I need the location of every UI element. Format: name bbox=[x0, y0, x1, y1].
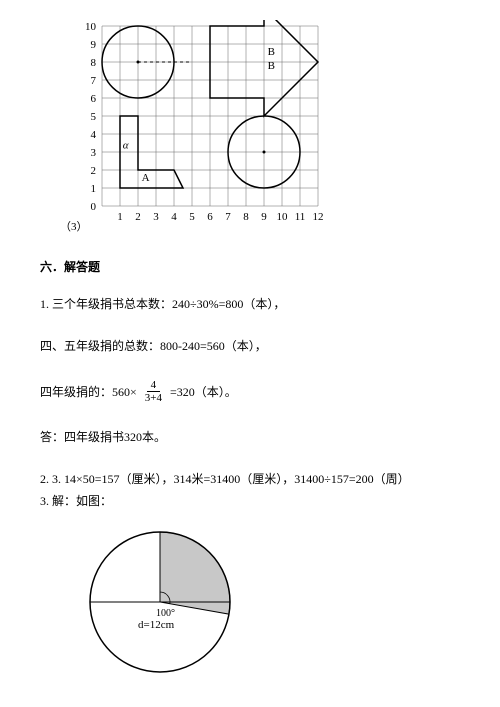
fraction: 4 3+4 bbox=[143, 379, 164, 404]
svg-text:5: 5 bbox=[189, 211, 195, 223]
paragraph-6: 3. 解：如图： bbox=[40, 492, 460, 510]
svg-text:10: 10 bbox=[85, 21, 97, 33]
grid-svg: 012345678910123456789101112ABBα bbox=[80, 20, 340, 230]
svg-text:1: 1 bbox=[117, 211, 123, 223]
svg-text:11: 11 bbox=[295, 211, 306, 223]
p3-pre: 四年级捐的：560× bbox=[40, 383, 137, 400]
svg-text:B: B bbox=[268, 46, 275, 58]
svg-text:9: 9 bbox=[91, 39, 97, 51]
svg-text:12: 12 bbox=[313, 211, 324, 223]
svg-text:7: 7 bbox=[91, 75, 97, 87]
svg-text:B: B bbox=[268, 60, 275, 72]
svg-text:α: α bbox=[123, 139, 129, 151]
svg-text:1: 1 bbox=[91, 183, 97, 195]
svg-text:100°: 100° bbox=[156, 608, 175, 619]
paragraph-4: 答：四年级捐书320本。 bbox=[40, 428, 460, 446]
circle-svg: 100°d=12cm bbox=[80, 522, 250, 687]
svg-text:3: 3 bbox=[91, 147, 97, 159]
fraction-denominator: 3+4 bbox=[143, 392, 164, 404]
svg-text:0: 0 bbox=[91, 201, 97, 213]
svg-text:7: 7 bbox=[225, 211, 231, 223]
paragraph-1: 1. 三个年级捐书总本数：240÷30%=800（本）， bbox=[40, 295, 460, 313]
svg-text:A: A bbox=[142, 172, 150, 184]
paragraph-3: 四年级捐的：560× 4 3+4 =320（本）。 bbox=[40, 379, 460, 404]
fraction-numerator: 4 bbox=[147, 379, 161, 392]
svg-text:8: 8 bbox=[91, 57, 97, 69]
paragraph-5: 2. 3. 14×50=157（厘米），314米=31400（厘米），31400… bbox=[40, 470, 460, 488]
svg-text:5: 5 bbox=[91, 111, 97, 123]
svg-text:10: 10 bbox=[277, 211, 289, 223]
grid-figure: 012345678910123456789101112ABBα bbox=[80, 20, 460, 234]
svg-text:9: 9 bbox=[261, 211, 267, 223]
circle-diagram: 100°d=12cm bbox=[80, 522, 460, 691]
paragraph-2: 四、五年级捐的总数：800-240=560（本）， bbox=[40, 337, 460, 355]
svg-text:8: 8 bbox=[243, 211, 249, 223]
svg-text:2: 2 bbox=[135, 211, 141, 223]
svg-text:3: 3 bbox=[153, 211, 159, 223]
svg-text:2: 2 bbox=[91, 165, 97, 177]
svg-text:4: 4 bbox=[171, 211, 177, 223]
svg-text:d=12cm: d=12cm bbox=[138, 619, 175, 631]
p3-post: =320（本）。 bbox=[170, 383, 237, 400]
svg-text:6: 6 bbox=[207, 211, 213, 223]
svg-text:6: 6 bbox=[91, 93, 97, 105]
section-title: 六．解答题 bbox=[40, 258, 460, 275]
svg-text:4: 4 bbox=[91, 129, 97, 141]
